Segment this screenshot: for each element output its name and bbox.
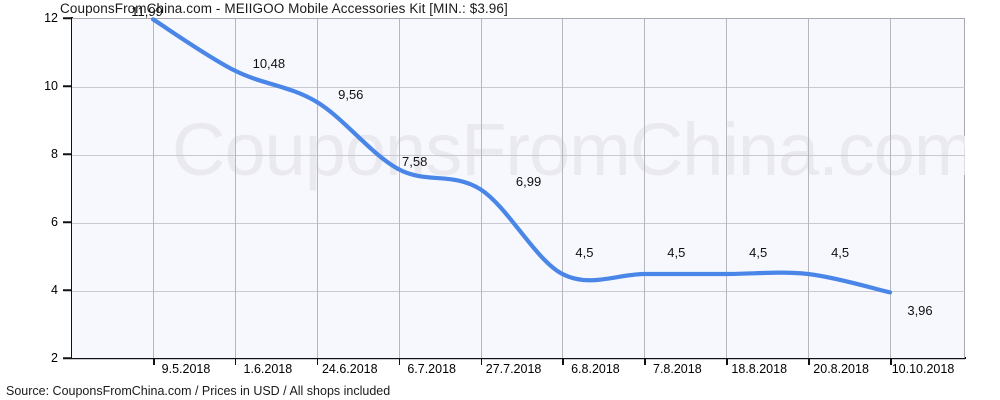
- gridline-vertical: [726, 19, 728, 359]
- y-axis-tick-label: 12: [44, 11, 58, 25]
- x-axis-tick-mark: [890, 358, 892, 365]
- x-axis-tick-label: 6.8.2018: [571, 362, 620, 376]
- chart-footer: Source: CouponsFromChina.com / Prices in…: [6, 384, 391, 398]
- x-axis-tick-mark: [562, 358, 564, 365]
- gridline-horizontal: [72, 87, 965, 88]
- x-axis-tick-mark: [398, 358, 401, 365]
- y-axis-tick-mark: [63, 153, 72, 155]
- data-point-label: 4,5: [831, 245, 850, 260]
- data-point-label: 4,5: [667, 245, 686, 260]
- data-point-label: 3,96: [907, 303, 933, 319]
- y-axis-tick-mark: [63, 357, 72, 359]
- x-axis-tick-label: 24.6.2018: [321, 362, 378, 376]
- gridline-vertical: [153, 19, 154, 359]
- gridline-vertical: [890, 19, 891, 359]
- y-axis-tick-label: 6: [51, 215, 58, 229]
- x-axis-tick-label: 10.10.2018: [891, 362, 955, 376]
- y-axis-tick-mark: [63, 17, 72, 19]
- x-axis-tick-label: 20.8.2018: [813, 362, 869, 376]
- series-path: [150, 17, 893, 295]
- x-axis-tick-label: 27.7.2018: [485, 362, 542, 376]
- y-axis-tick-mark: [63, 289, 72, 291]
- data-point-label: 4,5: [575, 245, 594, 260]
- gridline-vertical: [234, 19, 236, 359]
- data-point-label: 9,56: [338, 86, 364, 102]
- gridline-vertical: [808, 19, 810, 359]
- x-axis-tick-label: 1.6.2018: [243, 362, 293, 376]
- gridline-vertical: [398, 19, 400, 359]
- gridline-horizontal: [72, 291, 965, 292]
- x-axis-tick-mark: [234, 358, 237, 365]
- gridline-horizontal: [72, 359, 965, 360]
- x-axis-tick-label: 9.5.2018: [161, 362, 211, 376]
- data-point-label: 10,48: [252, 55, 286, 71]
- y-axis-tick-label: 2: [51, 351, 58, 365]
- gridline-vertical: [316, 19, 318, 359]
- x-axis-tick-mark: [153, 358, 155, 365]
- gridline-horizontal: [72, 155, 965, 156]
- y-axis-tick-label: 10: [44, 79, 58, 93]
- x-axis-tick-label: 18.8.2018: [731, 362, 788, 376]
- x-axis-tick-label: 6.7.2018: [407, 362, 456, 376]
- y-axis-tick-label: 8: [51, 147, 58, 161]
- x-axis-tick-mark: [480, 358, 483, 365]
- x-axis-tick-label: 7.8.2018: [652, 362, 702, 376]
- y-axis-line: [71, 17, 73, 359]
- series-line: [150, 17, 893, 295]
- gridline-vertical: [562, 19, 564, 359]
- data-point-label: 6,99: [515, 174, 542, 190]
- y-axis-tick-mark: [63, 221, 72, 223]
- x-axis-tick-mark: [726, 358, 728, 365]
- data-point-label: 11,99: [131, 4, 163, 20]
- chart-title: CouponsFromChina.com - MEIIGOO Mobile Ac…: [60, 1, 508, 16]
- x-axis-tick-mark: [808, 358, 810, 365]
- data-point-label: 4,5: [749, 245, 768, 260]
- gridline-horizontal: [72, 223, 965, 224]
- x-axis-tick-mark: [644, 358, 646, 365]
- gridline-vertical: [644, 19, 646, 359]
- data-point-label: 7,58: [402, 154, 428, 170]
- y-axis-tick-label: 4: [51, 283, 58, 297]
- y-axis-tick-mark: [63, 85, 72, 87]
- x-axis-tick-mark: [316, 358, 319, 365]
